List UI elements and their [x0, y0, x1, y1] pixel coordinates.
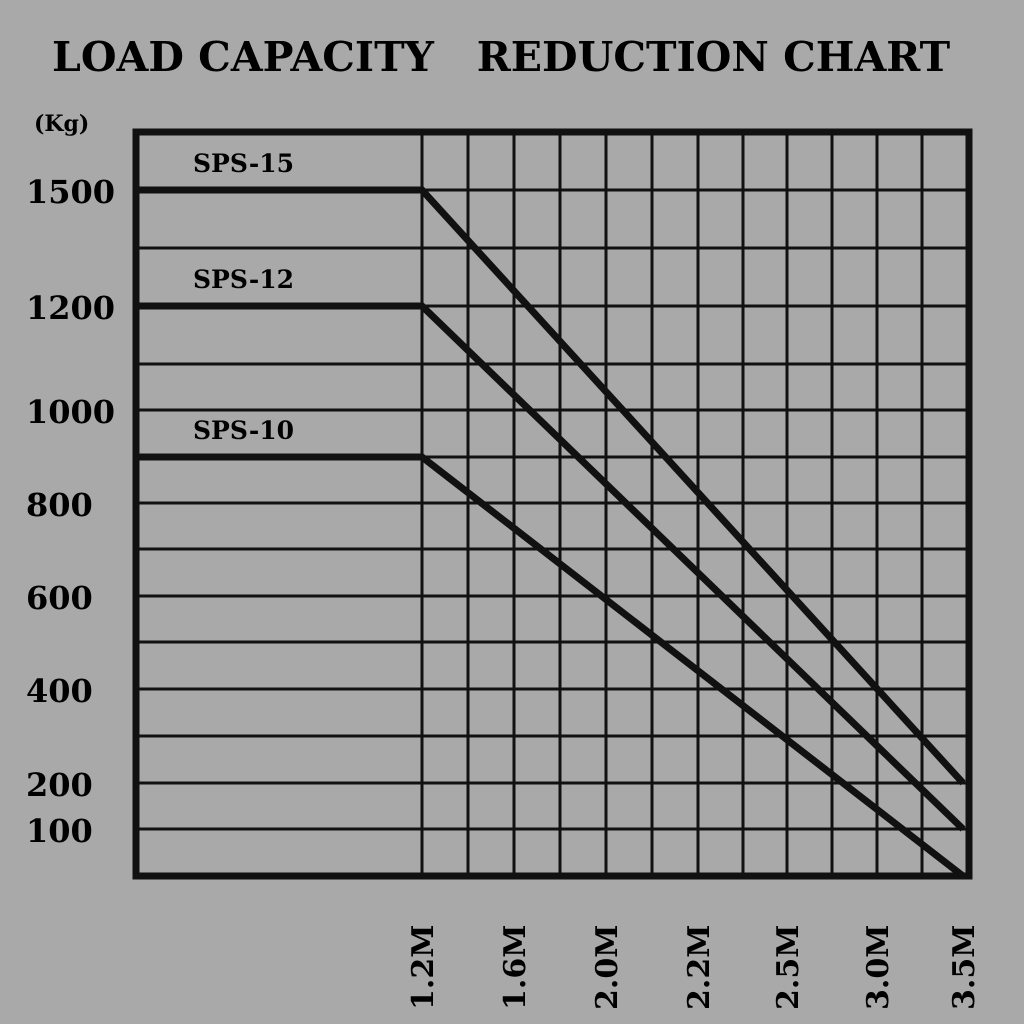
series-layer — [136, 186, 966, 879]
series-line-sps-15 — [136, 186, 966, 786]
series-labels: SPS-15 SPS-12 SPS-10 — [193, 149, 294, 445]
y-tick-label: 1200 — [26, 289, 115, 327]
x-tick-labels: 1.2M 1.6M 2.0M 2.2M 2.5M 3.0M 3.5M — [406, 925, 982, 1010]
series-label-sps-10: SPS-10 — [193, 416, 294, 445]
x-tick-label: 3.5M — [947, 925, 982, 1010]
y-tick-label: 1500 — [26, 173, 115, 211]
x-tick-label: 2.2M — [682, 925, 717, 1010]
series-line-sps-12 — [136, 302, 966, 832]
y-tick-label: 1000 — [26, 393, 115, 431]
y-tick-label: 800 — [26, 486, 93, 524]
y-tick-label: 200 — [26, 766, 93, 804]
plot-frame — [132, 128, 973, 880]
x-tick-label: 2.5M — [771, 925, 806, 1010]
x-tick-label: 2.0M — [590, 925, 625, 1010]
y-tick-label: 400 — [26, 672, 93, 710]
y-unit-label: (Kg) — [34, 111, 89, 137]
x-tick-label: 1.2M — [406, 925, 441, 1010]
y-tick-labels: 1500 1200 1000 800 600 400 200 100 — [26, 173, 115, 850]
series-label-sps-12: SPS-12 — [193, 265, 294, 294]
series-label-sps-15: SPS-15 — [193, 149, 294, 178]
y-tick-label: 600 — [26, 579, 93, 617]
y-tick-label: 100 — [26, 812, 93, 850]
series-line-sps-10 — [136, 453, 966, 879]
chart-title: LOAD CAPACITY REDUCTION CHART — [52, 33, 951, 81]
x-tick-label: 1.6M — [498, 925, 533, 1010]
grid-layer — [136, 132, 969, 876]
x-tick-label: 3.0M — [861, 925, 896, 1010]
